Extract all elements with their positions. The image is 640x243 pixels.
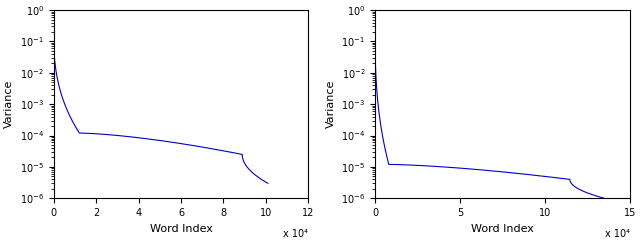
Text: x 10⁴: x 10⁴: [605, 229, 630, 239]
Text: x 10⁴: x 10⁴: [284, 229, 308, 239]
Y-axis label: Variance: Variance: [4, 80, 14, 128]
X-axis label: Word Index: Word Index: [471, 224, 534, 234]
Y-axis label: Variance: Variance: [326, 80, 335, 128]
X-axis label: Word Index: Word Index: [150, 224, 212, 234]
